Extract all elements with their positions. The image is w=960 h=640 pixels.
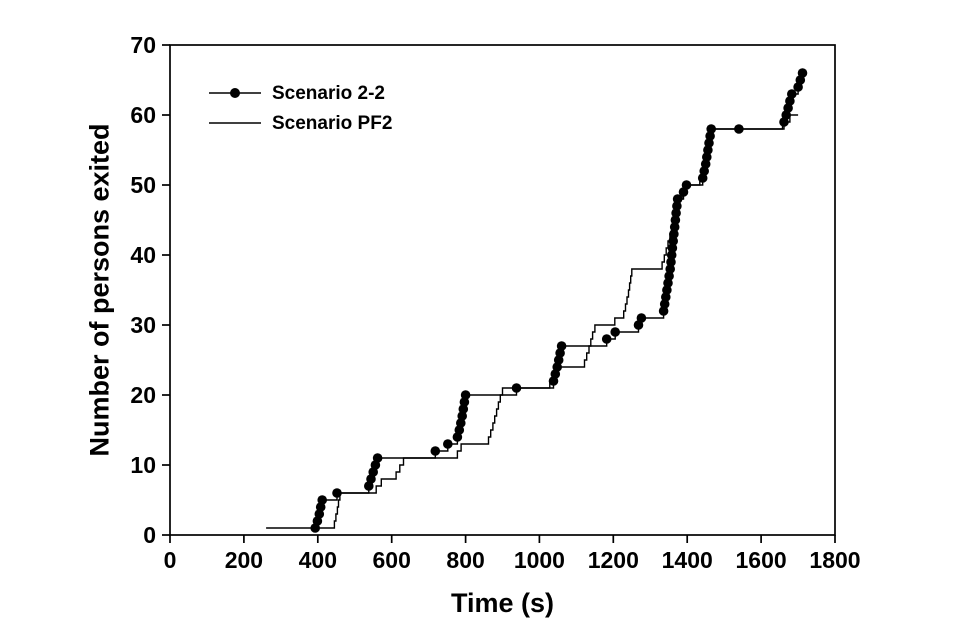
plot-frame	[169, 44, 836, 536]
series-line	[266, 114, 799, 529]
series-scenario-pf2	[266, 114, 799, 529]
x-tick-label: 1200	[588, 547, 639, 573]
data-point-marker	[666, 257, 676, 267]
y-tick-label: 60	[130, 102, 156, 128]
x-axis-title: Time (s)	[450, 588, 555, 618]
legend-line-icon	[209, 122, 261, 124]
x-tick-label: 1600	[736, 547, 787, 573]
x-tick-label: 0	[164, 547, 177, 573]
data-point-marker	[443, 439, 453, 449]
data-point-marker	[666, 250, 677, 260]
legend-entry-scenario-pf2: Scenario PF2	[208, 108, 392, 138]
data-point-marker	[636, 313, 647, 323]
chart-legend: Scenario 2-2 Scenario PF2	[208, 78, 392, 138]
x-tick-label: 1400	[662, 547, 713, 573]
data-point-marker	[317, 495, 328, 505]
x-axis-ticks: 0 200 400 600 800 1000 1200 1400 1600 1800	[164, 535, 861, 573]
data-point-marker	[667, 243, 678, 253]
y-tick-label: 40	[130, 242, 156, 268]
y-tick-label: 0	[143, 522, 156, 548]
y-tick-label: 10	[130, 452, 156, 478]
x-tick-label: 1000	[514, 547, 565, 573]
series-line	[315, 73, 804, 529]
y-tick-label: 70	[130, 32, 156, 58]
data-point-marker	[601, 334, 612, 344]
x-tick-label: 400	[299, 547, 337, 573]
x-tick-label: 1800	[809, 547, 860, 573]
y-tick-label: 30	[130, 312, 156, 338]
data-point-marker	[797, 68, 808, 78]
data-point-marker	[610, 327, 620, 337]
y-tick-label: 50	[130, 172, 156, 198]
x-tick-label: 200	[225, 547, 263, 573]
data-point-marker	[668, 236, 678, 246]
legend-line-with-marker-icon	[209, 88, 261, 98]
data-point-marker	[556, 341, 567, 351]
data-point-marker	[787, 89, 797, 99]
y-axis-title: Number of persons exited	[84, 123, 115, 457]
y-tick-label: 20	[130, 382, 156, 408]
data-point-marker	[430, 446, 441, 456]
data-point-marker	[665, 264, 675, 274]
data-point-marker	[672, 194, 683, 204]
data-point-marker	[372, 453, 383, 463]
legend-label-scenario-pf2: Scenario PF2	[272, 112, 393, 134]
x-tick-label: 600	[373, 547, 411, 573]
legend-entry-scenario-2-2: Scenario 2-2	[208, 78, 392, 108]
data-point-marker	[460, 390, 471, 400]
legend-label-scenario-2-2: Scenario 2-2	[272, 82, 385, 104]
x-tick-label: 800	[446, 547, 484, 573]
y-axis-ticks: 0 10 20 30 40 50 60 70	[130, 32, 170, 548]
